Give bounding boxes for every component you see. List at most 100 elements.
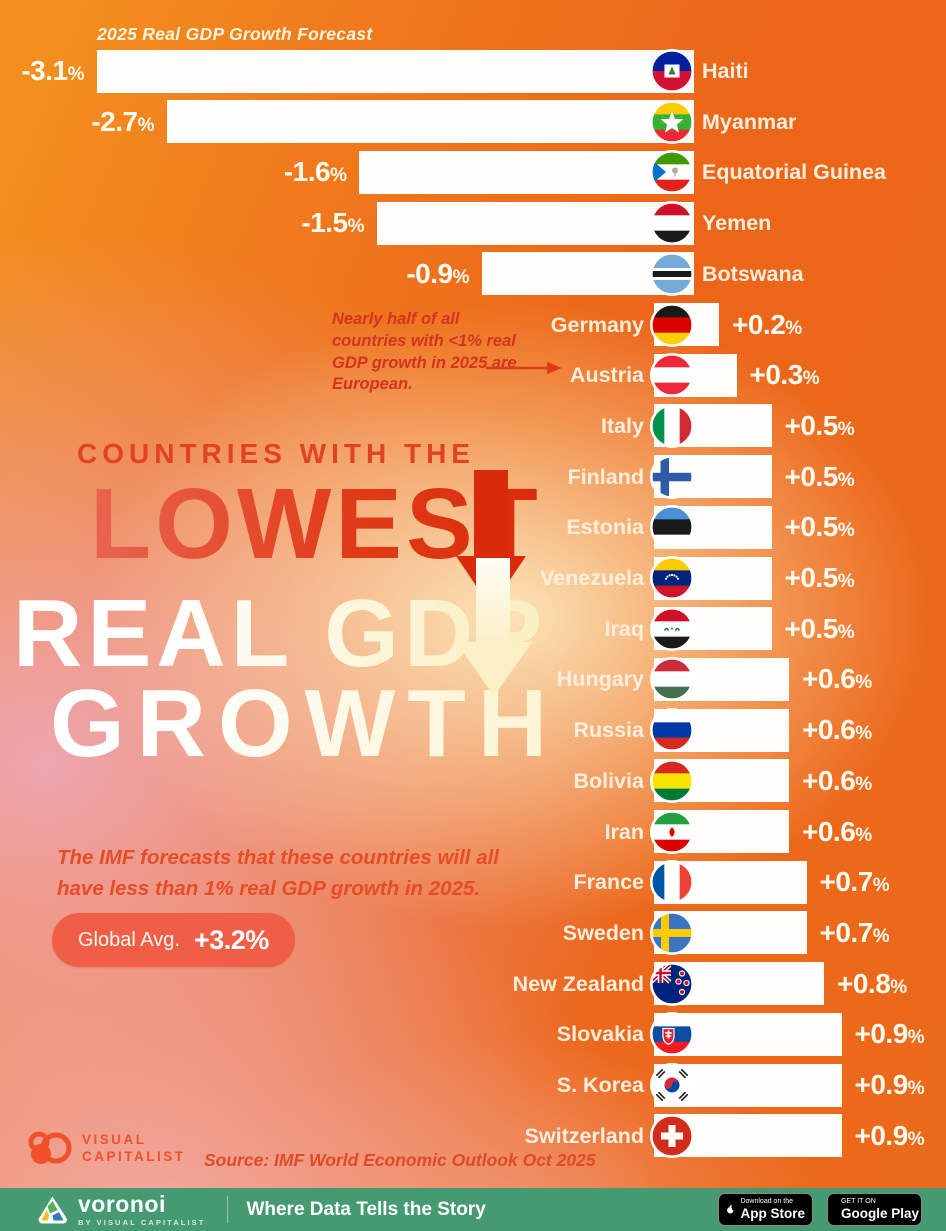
south-korea-flag-icon bbox=[649, 1062, 695, 1108]
gdp-bar bbox=[166, 100, 694, 144]
app-store-small-text: Download on the bbox=[740, 1197, 794, 1205]
visual-capitalist-logo: VISUAL CAPITALIST bbox=[26, 1128, 186, 1170]
value-label: +0.9% bbox=[854, 1119, 925, 1151]
country-label: France bbox=[573, 870, 644, 895]
down-arrow-white-icon bbox=[456, 558, 532, 696]
value-label: +0.5% bbox=[784, 511, 855, 543]
value-label: +0.5% bbox=[784, 460, 855, 492]
value-label: +0.5% bbox=[784, 562, 855, 593]
value-label: +0.7% bbox=[819, 916, 890, 948]
estonia-flag-icon bbox=[649, 505, 695, 550]
country-label: S. Korea bbox=[556, 1073, 644, 1097]
country-label: Haiti bbox=[702, 59, 749, 83]
vc-logo-text-2: CAPITALIST bbox=[82, 1149, 186, 1164]
haiti-flag-icon bbox=[649, 48, 695, 94]
germany-flag-icon bbox=[649, 302, 695, 347]
austria-flag-icon bbox=[649, 353, 695, 398]
country-label: Finland bbox=[567, 464, 644, 489]
italy-flag-icon bbox=[649, 403, 695, 448]
app-store-big-text: App Store bbox=[740, 1205, 805, 1221]
google-play-big-text: Google Play bbox=[841, 1205, 920, 1221]
source-text: Source: IMF World Economic Outlook Oct 2… bbox=[204, 1150, 596, 1170]
chart-series-label: 2025 Real GDP Growth Forecast bbox=[97, 24, 373, 44]
country-label: Slovakia bbox=[556, 1022, 644, 1047]
google-play-small-text: GET IT ON bbox=[841, 1197, 876, 1205]
iraq-flag-icon bbox=[649, 606, 695, 651]
annotation-text: Nearly half of all countries with <1% re… bbox=[332, 310, 517, 394]
country-label: Austria bbox=[569, 363, 644, 388]
country-label: Switzerland bbox=[524, 1123, 644, 1148]
country-label: Iraq bbox=[604, 616, 644, 641]
value-label: -1.6% bbox=[283, 156, 347, 188]
country-label: Myanmar bbox=[702, 109, 797, 134]
country-label: Estonia bbox=[566, 515, 644, 540]
gdp-bar bbox=[359, 150, 694, 194]
title-kicker: COUNTRIES WITH THE bbox=[77, 438, 475, 469]
global-avg-value: +3.2% bbox=[193, 924, 269, 955]
title-line-growth: GROWTH bbox=[50, 670, 560, 777]
russia-flag-icon bbox=[649, 708, 695, 753]
value-label: +0.9% bbox=[854, 1018, 925, 1050]
apple-icon bbox=[727, 1205, 735, 1214]
value-label: -2.7% bbox=[91, 105, 155, 137]
hungary-flag-icon bbox=[649, 657, 695, 702]
country-label: Iran bbox=[604, 819, 644, 844]
value-label: +0.3% bbox=[749, 359, 820, 391]
value-label: +0.5% bbox=[784, 409, 855, 441]
myanmar-flag-icon bbox=[649, 99, 695, 144]
country-label: Venezuela bbox=[540, 566, 644, 590]
yemen-flag-icon bbox=[649, 201, 695, 246]
venezuela-flag-icon bbox=[649, 555, 695, 601]
botswana-flag-icon bbox=[649, 251, 695, 296]
value-label: +0.6% bbox=[802, 663, 873, 695]
country-label: New Zealand bbox=[512, 971, 644, 996]
new-zealand-flag-icon bbox=[649, 961, 695, 1006]
subtitle: The IMF forecasts that these countries w… bbox=[57, 846, 499, 900]
brand-tagline: Where Data Tells the Story bbox=[246, 1198, 486, 1220]
bolivia-flag-icon bbox=[649, 758, 695, 803]
country-label: Russia bbox=[573, 718, 644, 743]
value-label: +0.6% bbox=[802, 815, 873, 847]
value-label: +0.6% bbox=[802, 714, 873, 746]
country-label: Sweden bbox=[562, 920, 644, 945]
country-label: Equatorial Guinea bbox=[702, 160, 886, 185]
annotation-arrow-icon bbox=[486, 362, 562, 374]
value-label: +0.7% bbox=[819, 866, 890, 898]
value-label: +0.9% bbox=[854, 1069, 925, 1100]
global-avg-badge: Global Avg. +3.2% bbox=[52, 913, 295, 967]
equatorial-guinea-flag-icon bbox=[649, 150, 695, 195]
app-store-badge[interactable]: Download on the App Store bbox=[718, 1193, 813, 1226]
country-label: Germany bbox=[550, 312, 644, 337]
country-label: Bolivia bbox=[573, 768, 645, 793]
google-play-badge[interactable]: GET IT ON Google Play bbox=[827, 1193, 922, 1226]
value-label: +0.8% bbox=[837, 967, 908, 999]
vc-logo-text-1: VISUAL bbox=[82, 1132, 147, 1148]
country-label: Hungary bbox=[556, 667, 644, 692]
visual-capitalist-logo-icon bbox=[28, 1131, 72, 1164]
country-label: Yemen bbox=[702, 211, 772, 236]
country-label: Italy bbox=[600, 413, 644, 438]
value-label: -3.1% bbox=[21, 55, 85, 86]
footer-brand-bar: voronoi BY VISUAL CAPITALIST Where Data … bbox=[0, 1188, 946, 1231]
country-label: Botswana bbox=[702, 261, 804, 286]
title-line-real-gdp: REAL GDP bbox=[13, 580, 548, 687]
voronoi-brand: voronoi bbox=[78, 1190, 166, 1217]
voronoi-logo-icon bbox=[38, 1196, 68, 1224]
france-flag-icon bbox=[649, 860, 695, 905]
slovakia-flag-icon bbox=[649, 1012, 695, 1057]
switzerland-flag-icon bbox=[649, 1113, 695, 1158]
value-label: -0.9% bbox=[406, 257, 470, 289]
value-label: +0.5% bbox=[784, 612, 855, 644]
gdp-bar bbox=[376, 201, 694, 245]
finland-flag-icon bbox=[649, 454, 695, 499]
value-label: +0.2% bbox=[732, 308, 803, 340]
iran-flag-icon bbox=[649, 809, 695, 854]
value-label: +0.6% bbox=[802, 764, 873, 796]
global-avg-label: Global Avg. bbox=[78, 928, 180, 951]
voronoi-brand-subtitle: BY VISUAL CAPITALIST bbox=[78, 1217, 206, 1227]
divider bbox=[227, 1196, 229, 1223]
value-label: -1.5% bbox=[301, 207, 365, 239]
sweden-flag-icon bbox=[649, 910, 695, 955]
